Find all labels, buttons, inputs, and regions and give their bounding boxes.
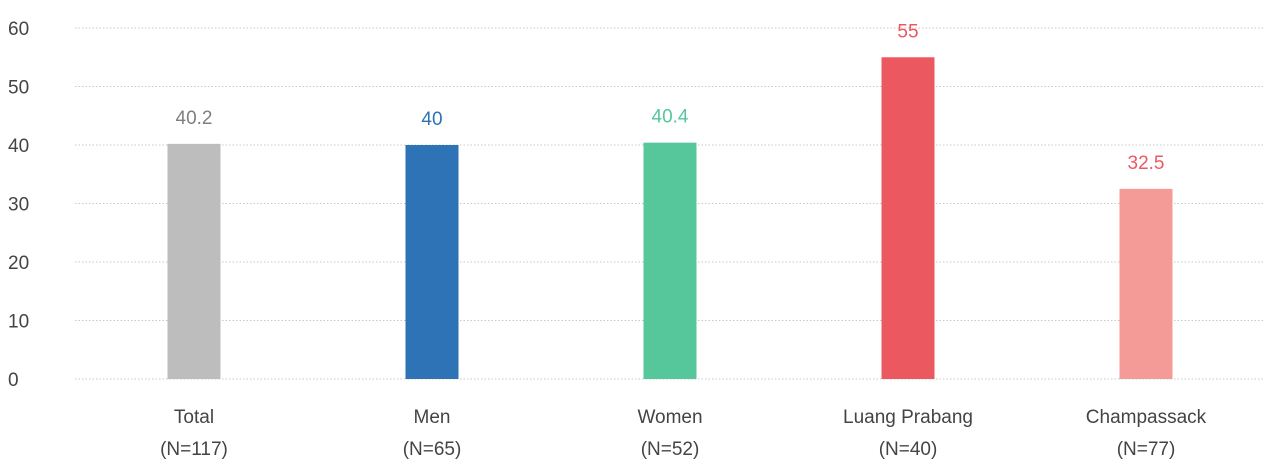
y-tick-label: 20 — [8, 253, 29, 274]
bar — [881, 57, 935, 379]
x-tick-sublabel: (N=40) — [879, 439, 938, 460]
x-tick-label: Women — [637, 407, 702, 428]
bar — [1119, 188, 1173, 379]
y-tick-label: 40 — [8, 136, 29, 157]
data-label: 40.2 — [176, 108, 213, 129]
x-tick-label: Men — [414, 407, 451, 428]
bar — [643, 142, 697, 379]
x-tick-sublabel: (N=117) — [160, 439, 228, 460]
x-tick-label: Total — [174, 407, 214, 428]
x-tick-sublabel: (N=52) — [641, 439, 700, 460]
y-tick-label: 0 — [8, 370, 19, 391]
data-label: 40.4 — [652, 107, 689, 128]
y-tick-label: 60 — [8, 19, 29, 40]
y-tick-label: 50 — [8, 78, 29, 99]
bar — [405, 145, 459, 379]
bar — [167, 143, 221, 379]
x-axis: Total (N=117) Men (N=65) Women (N=52) Luang Pr… — [160, 407, 1207, 460]
x-tick-label: Champassack — [1086, 407, 1207, 428]
y-tick-label: 30 — [8, 195, 29, 216]
data-label: 55 — [897, 21, 918, 42]
x-tick-sublabel: (N=65) — [403, 439, 462, 460]
data-labels: 40.2 40 40.4 55 32.5 — [176, 21, 1165, 174]
x-tick-label: Luang Prabang — [843, 407, 973, 428]
y-axis: 0 10 20 30 40 50 60 — [8, 19, 29, 391]
y-tick-label: 10 — [8, 312, 29, 333]
data-label: 32.5 — [1128, 153, 1165, 174]
data-label: 40 — [421, 109, 442, 130]
x-tick-sublabel: (N=77) — [1117, 439, 1176, 460]
bars — [167, 57, 1173, 379]
